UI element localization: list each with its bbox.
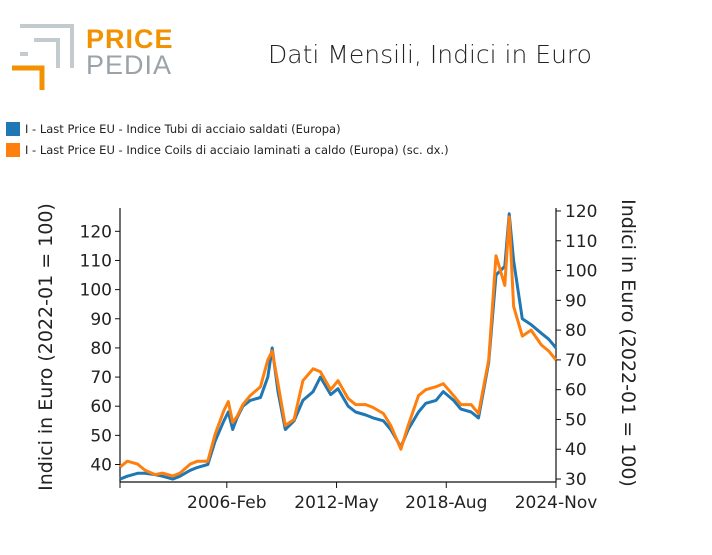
series-line-coils	[119, 215, 558, 478]
y-tick-label-left: 120	[80, 222, 112, 242]
y-tick-label-right: 40	[565, 440, 587, 460]
pricepedia-logo: PRICE PEDIA	[8, 24, 173, 94]
legend-label-tubi: I - Last Price EU - Indice Tubi di accia…	[25, 121, 341, 136]
y-tick-label-left: 100	[80, 281, 112, 301]
x-tick-label: 2006-Feb	[187, 493, 267, 513]
series-group	[119, 212, 558, 481]
legend-item-coils[interactable]: I - Last Price EU - Indice Coils di acci…	[6, 139, 449, 160]
x-tick-label: 2024-Nov	[515, 493, 598, 513]
y-tick-label-right: 50	[565, 410, 587, 430]
logo-word-pedia: PEDIA	[86, 50, 173, 80]
legend: I - Last Price EU - Indice Tubi di accia…	[6, 118, 449, 160]
legend-item-tubi[interactable]: I - Last Price EU - Indice Tubi di accia…	[6, 118, 449, 139]
legend-swatch-coils	[6, 142, 20, 157]
x-tick-label: 2018-Aug	[405, 493, 487, 513]
axes-group: 40 50 60 70 80 90 100 110 120 30 40 50 60 70 80 90 100 11…	[80, 202, 598, 513]
y-tick-label-right: 90	[565, 291, 587, 311]
y-tick-label-left: 40	[90, 456, 112, 476]
y-tick-label-right: 120	[565, 202, 597, 222]
chart-title: Dati Mensili, Indici in Euro	[268, 40, 592, 69]
y-tick-label-left: 60	[90, 397, 112, 417]
x-tick-label: 2012-May	[294, 493, 379, 513]
y-axis-label-left: Indici in Euro (2022-01 = 100)	[35, 203, 57, 491]
y-tick-label-left: 50	[90, 426, 112, 446]
y-tick-label-right: 100	[565, 262, 597, 282]
y-tick-label-right: 70	[565, 351, 587, 371]
y-tick-label-left: 90	[90, 310, 112, 330]
y-tick-label-right: 30	[565, 470, 587, 490]
legend-label-coils: I - Last Price EU - Indice Coils di acci…	[25, 142, 449, 157]
y-tick-label-left: 110	[80, 251, 112, 271]
y-tick-label-right: 80	[565, 321, 587, 341]
legend-swatch-tubi	[6, 121, 20, 136]
y-tick-label-right: 110	[565, 232, 597, 252]
y-tick-label-left: 80	[90, 339, 112, 359]
logo-word-price: PRICE	[86, 24, 174, 54]
y-tick-label-right: 60	[565, 381, 587, 401]
logo-bracket-icon	[12, 24, 74, 90]
y-axis-label-right: Indici in Euro (2022-01 = 100)	[617, 199, 639, 487]
y-tick-label-left: 70	[90, 368, 112, 388]
